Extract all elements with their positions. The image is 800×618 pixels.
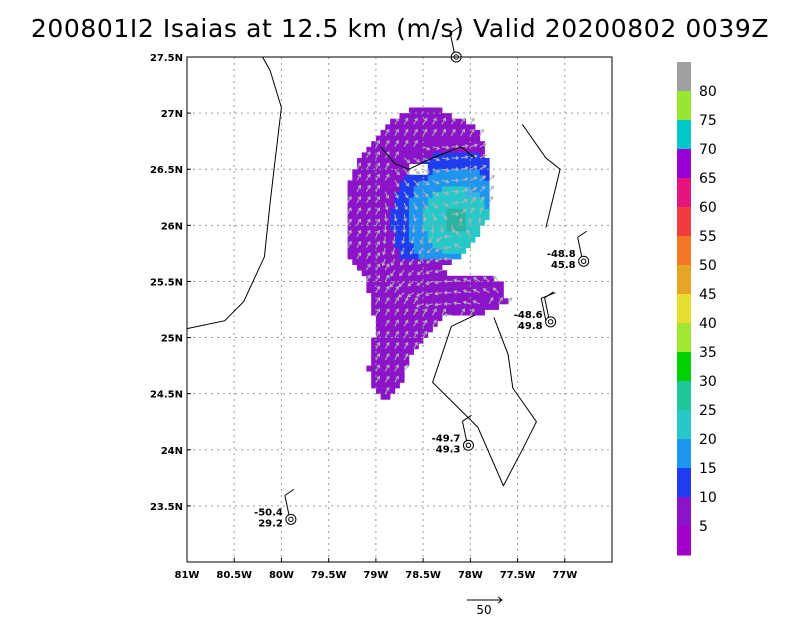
station-value-label: 49.8 [518,321,543,332]
x-tick-label: 80.5W [216,570,252,581]
y-axis-ticks: 27.5N 27N 26.5N 26N 25.5N 25N 24.5N 24N 23.5N [150,53,191,513]
station-value-label: -50.4 [254,507,283,518]
x-tick-label: 79.5W [311,570,347,581]
colorbar-swatch [677,381,691,411]
coastline-segment [540,292,556,321]
coastline-segment [437,40,480,48]
colorbar-label: 30 [699,374,717,390]
coastline-segment [521,124,561,228]
coastlines [187,40,561,487]
y-tick-label: 25N [161,334,183,345]
colorbar-label: 45 [699,287,717,303]
station-marker: -50.429.2 [254,488,297,529]
colorbar-label: 5 [699,519,708,535]
plot-frame [186,56,613,563]
station-value-label: 29.2 [258,518,283,529]
colorbar-swatch [677,526,691,556]
x-tick-label: 77.5W [500,570,536,581]
x-tick-label: 81W [175,570,200,581]
colorbar-swatch [677,236,691,266]
colorbar-label: 50 [699,258,717,274]
colorbar-swatch [677,352,691,382]
colorbar-label: 55 [699,229,717,245]
station-value-label: -48.6 [514,310,543,321]
station-marker: -48.649.8 [514,291,557,332]
x-tick-label: 80W [269,570,294,581]
colorbar-label: 20 [699,432,717,448]
colorbar-label: 15 [699,461,717,477]
colorbar-swatch [677,178,691,208]
station-value-label: 45.8 [551,260,576,271]
colorbar-swatch [677,410,691,440]
y-tick-label: 23.5N [150,502,183,513]
y-tick-label: 24N [161,446,183,457]
colorbar-swatch [677,439,691,469]
colorbar-label: 75 [699,113,717,129]
colorbar-label: 80 [699,84,717,100]
colorbar-swatch [677,207,691,237]
chart-title: 200801I2 Isaias at 12.5 km (m/s) Valid 2… [30,14,770,43]
flight-level-observations: -48.845.8 -48.649.8 -49.749.3 -50.429.2 [254,26,590,529]
colorbar-label: 60 [699,200,717,216]
x-tick-label: 79W [363,570,388,581]
reference-vector-label: 50 [476,603,491,617]
colorbar-swatch [677,62,691,92]
y-tick-label: 26N [161,221,183,232]
colorbar-label: 40 [699,316,717,332]
station-value-label: -48.8 [547,249,576,260]
colorbar-swatch [677,294,691,324]
station-marker: -48.845.8 [547,230,590,271]
x-tick-label: 78W [458,570,483,581]
coastline-segment [187,57,282,330]
x-tick-label: 78.5W [405,570,441,581]
y-tick-label: 27N [161,109,183,120]
x-tick-label: 77W [552,570,577,581]
y-tick-label: 24.5N [150,390,183,401]
colorbar-swatch [677,120,691,150]
colorbar-label: 70 [699,142,717,158]
station-value-label: -49.7 [432,433,461,444]
colorbar-label: 25 [699,403,717,419]
station-marker: -49.749.3 [432,414,474,455]
colorbar-label: 35 [699,345,717,361]
station-value-label: 49.3 [436,444,461,455]
colorbar-label: 10 [699,490,717,506]
colorbar-swatch [677,468,691,498]
colorbar-swatch [677,323,691,353]
colorbar-swatch [677,497,691,527]
colorbar-swatch [677,265,691,295]
coastline-segment [432,314,537,487]
wind-speed-field [347,107,513,400]
colorbar-swatch [677,149,691,179]
colorbar-label: 65 [699,171,717,187]
colorbar: 80 75 70 65 60 55 50 45 40 35 30 25 20 15 10 5 [677,62,717,556]
coastline-segment [380,146,476,170]
reference-vector: 50 [467,596,503,617]
gridlines [187,57,612,562]
colorbar-swatch [677,91,691,121]
y-tick-label: 25.5N [150,277,183,288]
x-axis-ticks: 81W 80.5W 80W 79.5W 79W 78.5W 78W 77.5W 77W [175,558,577,581]
y-tick-label: 26.5N [150,165,183,176]
y-tick-label: 27.5N [150,53,183,64]
